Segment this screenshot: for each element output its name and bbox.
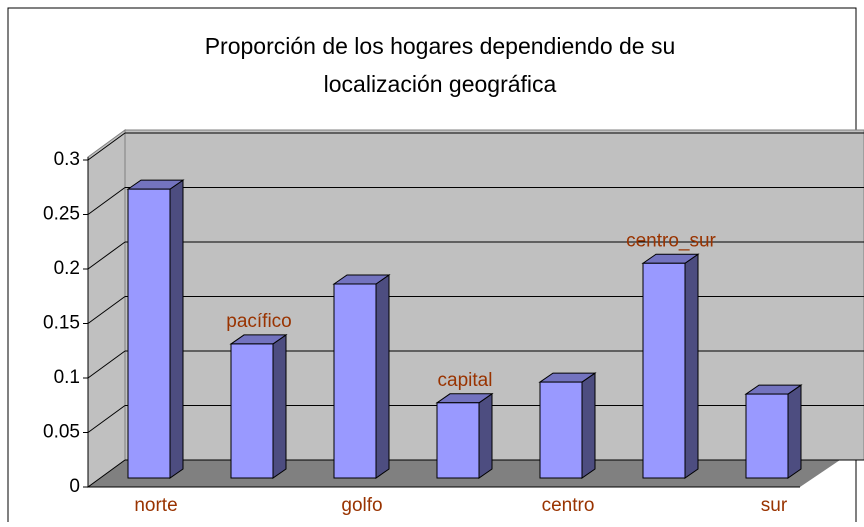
bar xyxy=(230,343,274,479)
bar xyxy=(436,402,480,479)
chart-title: Proporción de los hogares dependiendo de… xyxy=(205,33,676,59)
y-tick-label: 0 xyxy=(69,476,80,497)
x-tick-label: sur xyxy=(761,495,788,516)
x-tick-label: golfo xyxy=(341,495,382,516)
bar xyxy=(642,262,686,479)
chart-title: localización geográfica xyxy=(324,71,557,97)
bar-side xyxy=(375,274,390,479)
bar-side xyxy=(684,253,699,479)
grid-line xyxy=(87,405,126,433)
bar xyxy=(333,283,377,479)
bar xyxy=(745,393,789,479)
grid-line xyxy=(87,187,126,215)
grid-line xyxy=(87,459,126,488)
bar-side xyxy=(169,179,184,479)
grid-line xyxy=(87,132,126,161)
grid-line xyxy=(87,296,126,324)
grid-line xyxy=(87,241,126,270)
side-wall xyxy=(87,129,126,488)
y-tick-label: 0.3 xyxy=(54,149,80,170)
x-tick-label: centro_sur xyxy=(626,230,716,251)
x-tick-label: capital xyxy=(438,370,493,391)
x-tick-label: pacífico xyxy=(226,311,291,332)
grid-line xyxy=(87,350,126,379)
y-tick-label: 0.1 xyxy=(54,367,80,388)
bar-side xyxy=(581,372,596,479)
bar-side xyxy=(272,333,287,479)
x-tick-label: norte xyxy=(134,495,177,516)
bar-side xyxy=(787,384,802,479)
x-tick-label: centro xyxy=(542,495,595,516)
y-tick-label: 0.15 xyxy=(43,313,80,334)
bar xyxy=(127,188,171,479)
y-tick-label: 0.2 xyxy=(54,258,80,279)
bar xyxy=(539,381,583,479)
y-tick-label: 0.25 xyxy=(43,204,80,225)
bar-side xyxy=(478,392,493,479)
y-tick-label: 0.05 xyxy=(43,422,80,443)
